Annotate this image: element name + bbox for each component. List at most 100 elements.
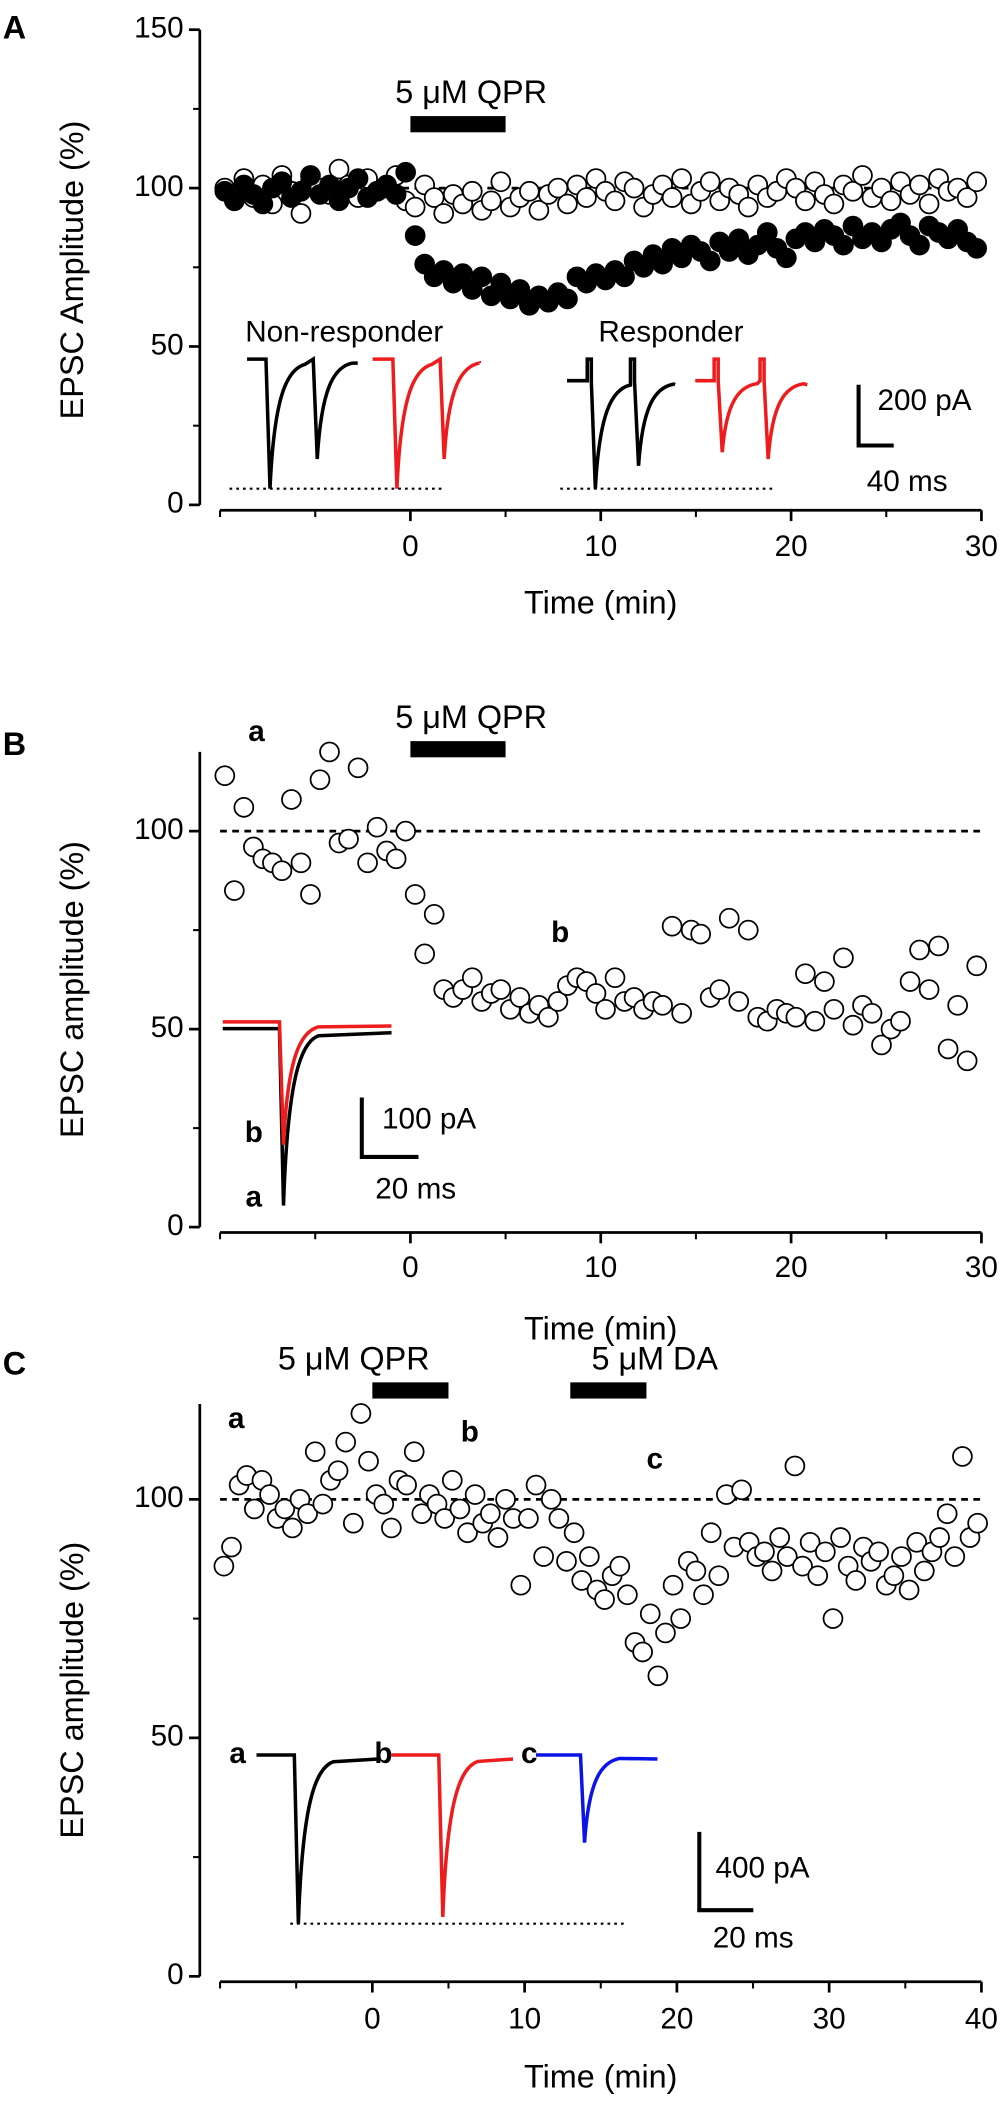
- open-point: [761, 1560, 783, 1582]
- open-point: [792, 1555, 813, 1577]
- open-point: [509, 987, 531, 1008]
- filled-point: [728, 228, 750, 250]
- open-point: [510, 1574, 532, 1596]
- annotation: Non-responder: [245, 315, 443, 348]
- open-point: [936, 1503, 958, 1524]
- open-point: [937, 1038, 959, 1060]
- annotation: c: [646, 1442, 663, 1475]
- epsc-trace: [391, 1753, 514, 1918]
- filled-point: [756, 222, 778, 243]
- open-point: [731, 1479, 752, 1501]
- open-point: [769, 1527, 791, 1548]
- open-point: [898, 1579, 920, 1601]
- open-point: [909, 174, 930, 196]
- open-point: [487, 1527, 509, 1548]
- open-point: [404, 196, 426, 218]
- open-point: [385, 848, 407, 870]
- open-point: [807, 1565, 829, 1586]
- filled-point: [699, 250, 721, 272]
- open-point: [890, 1010, 911, 1032]
- scale-bar: [359, 1097, 419, 1159]
- open-point: [815, 1541, 836, 1563]
- annotation: a: [229, 1737, 246, 1770]
- open-point: [868, 1541, 889, 1563]
- panel-label: A: [3, 9, 26, 45]
- open-point: [891, 1546, 912, 1567]
- open-point: [823, 193, 845, 215]
- open-point: [655, 1622, 676, 1644]
- x-tick-label: 10: [584, 530, 617, 563]
- open-point: [571, 1570, 593, 1591]
- open-point: [784, 1455, 806, 1477]
- open-point: [823, 998, 845, 1020]
- filled-point: [271, 171, 293, 193]
- epsc-trace: [222, 1020, 392, 1145]
- open-point: [281, 789, 302, 810]
- open-point: [661, 187, 683, 208]
- open-point: [464, 1484, 486, 1505]
- open-point: [327, 1460, 349, 1482]
- open-point: [966, 171, 988, 193]
- open-point: [519, 180, 540, 202]
- y-axis-title: EPSC amplitude (%): [54, 841, 90, 1138]
- open-point: [518, 1508, 539, 1529]
- open-point: [547, 991, 569, 1012]
- y-tick-label: 50: [151, 1720, 184, 1753]
- open-point: [918, 193, 940, 215]
- open-point: [297, 1503, 318, 1524]
- annotation: 20 ms: [375, 1173, 456, 1206]
- open-point: [737, 919, 759, 941]
- panel-label: B: [3, 726, 26, 762]
- open-point: [373, 1493, 395, 1515]
- open-point: [833, 947, 854, 969]
- open-point: [918, 979, 940, 1000]
- treatment-label: 5 μM QPR: [278, 1340, 430, 1376]
- filled-point: [395, 161, 416, 183]
- filled-point: [471, 266, 493, 288]
- y-axis-title: EPSC amplitude (%): [54, 1542, 90, 1839]
- annotation: Responder: [598, 315, 743, 348]
- open-point: [944, 1546, 966, 1567]
- open-point: [883, 1565, 905, 1586]
- filled-point: [252, 193, 274, 215]
- open-point: [404, 884, 426, 905]
- filled-point: [224, 190, 245, 212]
- open-point: [685, 1560, 707, 1582]
- open-point: [795, 190, 816, 212]
- open-point: [423, 903, 445, 925]
- annotation: 40 ms: [867, 465, 948, 498]
- open-point: [699, 171, 721, 193]
- treatment-bar: [410, 741, 506, 758]
- open-point: [693, 1584, 714, 1606]
- open-point: [718, 907, 740, 929]
- y-tick-label: 100: [134, 813, 184, 846]
- open-point: [576, 187, 597, 208]
- open-point: [956, 187, 978, 208]
- epsc-trace: [535, 1753, 658, 1843]
- open-point: [461, 967, 483, 988]
- open-point: [271, 860, 293, 882]
- filled-point: [347, 168, 369, 189]
- open-point: [335, 1431, 357, 1453]
- filled-point: [300, 165, 321, 186]
- open-point: [845, 1570, 867, 1591]
- open-point: [822, 1608, 844, 1629]
- open-point: [557, 193, 578, 215]
- open-point: [449, 1498, 471, 1520]
- open-point: [480, 1503, 501, 1524]
- treatment-bar: [372, 1382, 449, 1399]
- open-point: [690, 923, 712, 945]
- x-tick-label: 30: [965, 1251, 998, 1284]
- open-point: [495, 1489, 516, 1510]
- annotation: b: [461, 1415, 479, 1448]
- open-point: [414, 943, 436, 965]
- open-point: [728, 991, 750, 1012]
- filled-point: [490, 272, 512, 294]
- epsc-trace: [372, 355, 482, 489]
- open-point: [579, 1546, 600, 1567]
- open-point: [441, 1469, 463, 1491]
- open-point: [754, 1541, 775, 1563]
- open-point: [433, 203, 455, 224]
- open-point: [737, 196, 759, 218]
